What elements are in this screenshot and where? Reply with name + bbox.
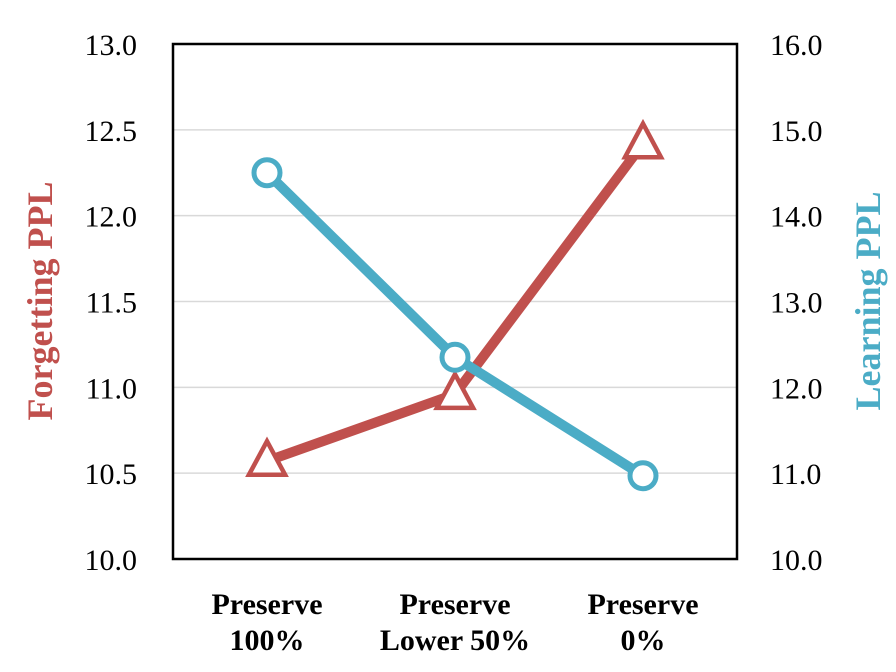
left-tick-label: 12.0 xyxy=(85,201,138,234)
left-tick-label: 12.5 xyxy=(85,115,138,148)
right-axis-title: Learning PPL xyxy=(848,191,888,410)
right-tick-label: 11.0 xyxy=(770,458,821,491)
category-label-line: Preserve xyxy=(211,588,322,621)
left-tick-label: 10.5 xyxy=(85,458,138,491)
left-tick-label: 13.0 xyxy=(85,29,138,62)
data-point-learning-ppl xyxy=(439,341,471,373)
category-label: Preserve 100% xyxy=(211,588,322,657)
right-tick-label: 10.0 xyxy=(770,544,823,577)
right-tick-label: 14.0 xyxy=(770,201,823,234)
right-tick-label: 16.0 xyxy=(770,29,823,62)
category-label-line: Preserve xyxy=(399,588,510,621)
data-point-forgetting-ppl xyxy=(433,369,477,411)
left-tick-label: 10.0 xyxy=(85,544,138,577)
category-labels: Preserve 100%Preserve Lower 50%Preserve 0% xyxy=(211,588,698,657)
category-label: Preserve 0% xyxy=(587,588,698,657)
category-label-line: Preserve xyxy=(587,588,698,621)
left-tick-label: 11.0 xyxy=(86,372,137,405)
right-tick-label: 15.0 xyxy=(770,115,823,148)
right-tick-label: 12.0 xyxy=(770,372,823,405)
left-axis-ticks: 10.0 10.5 11.0 11.5 12.0 12.5 13.0 xyxy=(85,29,138,577)
series-line-forgetting-ppl xyxy=(262,138,648,467)
category-label-line: Lower 50% xyxy=(380,624,530,657)
data-point-learning-ppl xyxy=(627,460,659,492)
right-tick-label: 13.0 xyxy=(770,287,823,320)
category-label-line: 100% xyxy=(230,624,305,657)
right-axis-ticks: 10.0 11.0 12.0 13.0 14.0 15.0 16.0 xyxy=(770,29,823,577)
category-label-line: 0% xyxy=(621,624,666,657)
plot-area-frame xyxy=(171,42,739,561)
series-layer xyxy=(245,118,665,492)
data-point-forgetting-ppl xyxy=(245,436,289,478)
data-point-learning-ppl xyxy=(251,157,283,189)
left-tick-label: 11.5 xyxy=(86,287,137,320)
left-axis-title: Forgetting PPL xyxy=(20,182,60,421)
category-label: Preserve Lower 50% xyxy=(380,588,530,657)
data-point-forgetting-ppl xyxy=(621,118,665,160)
